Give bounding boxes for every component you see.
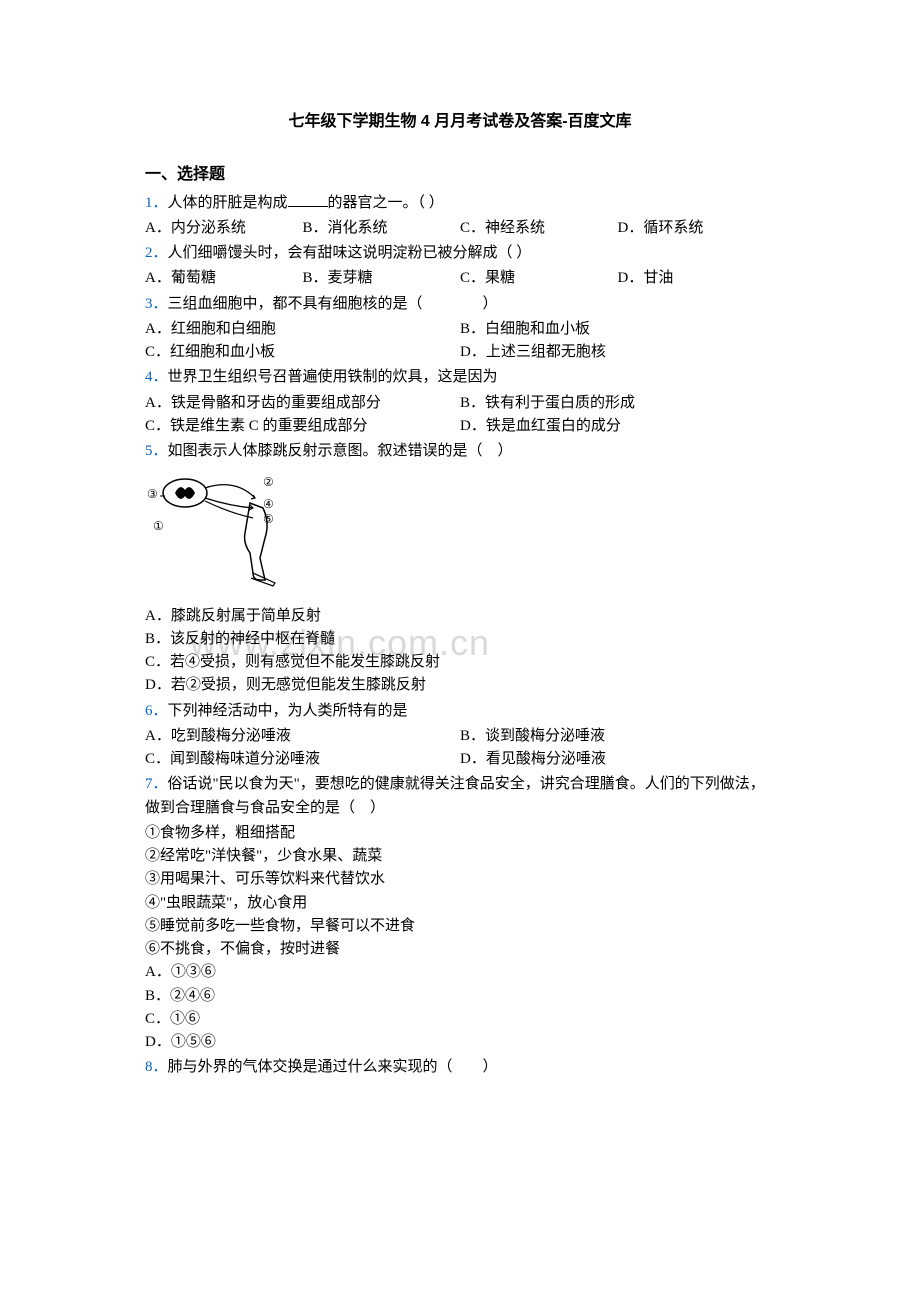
question-text: 人们细嚼馒头时，会有甜味这说明淀粉已被分解成（ ） [168,245,532,261]
option-a: A．内分泌系统 [145,217,303,240]
option-a: A．红细胞和白细胞 [145,318,460,341]
options-row: A．葡萄糖 B．麦芽糖 C．果糖 D．甘油 [145,267,775,290]
question-text: 人体的肝脏是构成 [168,195,288,211]
option-a: A．吃到酸梅分泌唾液 [145,725,460,748]
question-8: 8．肺与外界的气体交换是通过什么来实现的（ ） [145,1056,775,1079]
reflex-diagram-svg: ② ③ ④ ⑤ ① [145,468,305,588]
item-3: ③用喝果汁、可乐等饮料来代替饮水 [145,868,775,891]
option-a: A．膝跳反射属于简单反射 [145,605,775,628]
option-a: A．①③⑥ [145,961,775,984]
question-number: 2． [145,245,168,261]
option-d: D．铁是血红蛋白的成分 [460,415,775,438]
question-3: 3．三组血细胞中，都不具有细胞核的是（ ） A．红细胞和白细胞 B．白细胞和血小… [145,293,775,365]
item-1: ①食物多样，粗细搭配 [145,822,775,845]
option-c: C．铁是维生素 C 的重要组成部分 [145,415,460,438]
question-number: 6． [145,703,168,719]
option-b: B．消化系统 [303,217,461,240]
option-c: C．若④受损，则有感觉但不能发生膝跳反射 [145,651,775,674]
question-1: 1．人体的肝脏是构成 的器官之一。（ ） A．内分泌系统 B．消化系统 C．神经系… [145,192,775,241]
option-b: B．麦芽糖 [303,267,461,290]
option-d: D．甘油 [618,267,776,290]
blank-underline [288,192,328,207]
item-2: ②经常吃"洋快餐"，少食水果、蔬菜 [145,845,775,868]
reflex-diagram: ② ③ ④ ⑤ ① [145,468,775,596]
svg-text:①: ① [153,519,164,533]
question-text: 三组血细胞中，都不具有细胞核的是（ ） [168,296,498,312]
svg-text:②: ② [263,475,274,489]
question-2: 2．人们细嚼馒头时，会有甜味这说明淀粉已被分解成（ ） A．葡萄糖 B．麦芽糖 … [145,242,775,291]
option-c: C．红细胞和血小板 [145,341,460,364]
item-5: ⑤睡觉前多吃一些食物，早餐可以不进食 [145,915,775,938]
option-d: D．上述三组都无胞核 [460,341,775,364]
section-heading: 一、选择题 [145,163,775,188]
question-7: 7．俗话说"民以食为天"，要想吃的健康就得关注食品安全，讲究合理膳食。人们的下列… [145,773,775,1054]
option-c: C．闻到酸梅味道分泌唾液 [145,748,460,771]
option-d: D．①⑤⑥ [145,1031,775,1054]
option-a: A．铁是骨骼和牙齿的重要组成部分 [145,392,460,415]
question-6: 6．下列神经活动中，为人类所特有的是 A．吃到酸梅分泌唾液 B．谈到酸梅分泌唾液… [145,700,775,772]
question-text: 如图表示人体膝跳反射示意图。叙述错误的是（ ） [168,443,513,459]
question-number: 4． [145,369,168,385]
question-number: 5． [145,443,168,459]
question-text: 下列神经活动中，为人类所特有的是 [168,703,408,719]
svg-text:③: ③ [147,487,158,501]
page-title: 七年级下学期生物 4 月月考试卷及答案-百度文库 [145,110,775,135]
question-number: 7． [145,776,168,792]
question-number: 3． [145,296,168,312]
page-content: 七年级下学期生物 4 月月考试卷及答案-百度文库 一、选择题 1．人体的肝脏是构… [145,110,775,1080]
option-c: C．果糖 [460,267,618,290]
question-number: 8． [145,1059,168,1075]
item-4: ④"虫眼蔬菜"，放心食用 [145,892,775,915]
question-text: 肺与外界的气体交换是通过什么来实现的（ ） [168,1059,498,1075]
options-row: A．内分泌系统 B．消化系统 C．神经系统 D．循环系统 [145,217,775,240]
question-text-after: 的器官之一。（ ） [328,195,444,211]
option-b: B．铁有利于蛋白质的形成 [460,392,775,415]
option-d: D．若②受损，则无感觉但能发生膝跳反射 [145,674,775,697]
option-d: D．看见酸梅分泌唾液 [460,748,775,771]
options-row: A．红细胞和白细胞 B．白细胞和血小板 C．红细胞和血小板 D．上述三组都无胞核 [145,318,775,365]
option-d: D．循环系统 [618,217,776,240]
question-5: 5．如图表示人体膝跳反射示意图。叙述错误的是（ ） ② ③ [145,440,775,698]
option-a: A．葡萄糖 [145,267,303,290]
question-text: 俗话说"民以食为天"，要想吃的健康就得关注食品安全，讲究合理膳食。人们的下列做法… [145,776,765,815]
option-b: B．②④⑥ [145,985,775,1008]
item-6: ⑥不挑食，不偏食，按时进餐 [145,938,775,961]
options-row: A．吃到酸梅分泌唾液 B．谈到酸梅分泌唾液 C．闻到酸梅味道分泌唾液 D．看见酸… [145,725,775,772]
question-number: 1． [145,195,168,211]
options-row: A．铁是骨骼和牙齿的重要组成部分 B．铁有利于蛋白质的形成 C．铁是维生素 C … [145,392,775,439]
question-4: 4．世界卫生组织号召普遍使用铁制的炊具，这是因为 A．铁是骨骼和牙齿的重要组成部… [145,366,775,438]
svg-text:⑤: ⑤ [263,512,274,526]
question-text: 世界卫生组织号召普遍使用铁制的炊具，这是因为 [168,369,498,385]
option-b: B．该反射的神经中枢在脊髓 [145,628,775,651]
option-b: B．谈到酸梅分泌唾液 [460,725,775,748]
option-c: C．①⑥ [145,1008,775,1031]
option-c: C．神经系统 [460,217,618,240]
option-b: B．白细胞和血小板 [460,318,775,341]
svg-text:④: ④ [263,497,274,511]
